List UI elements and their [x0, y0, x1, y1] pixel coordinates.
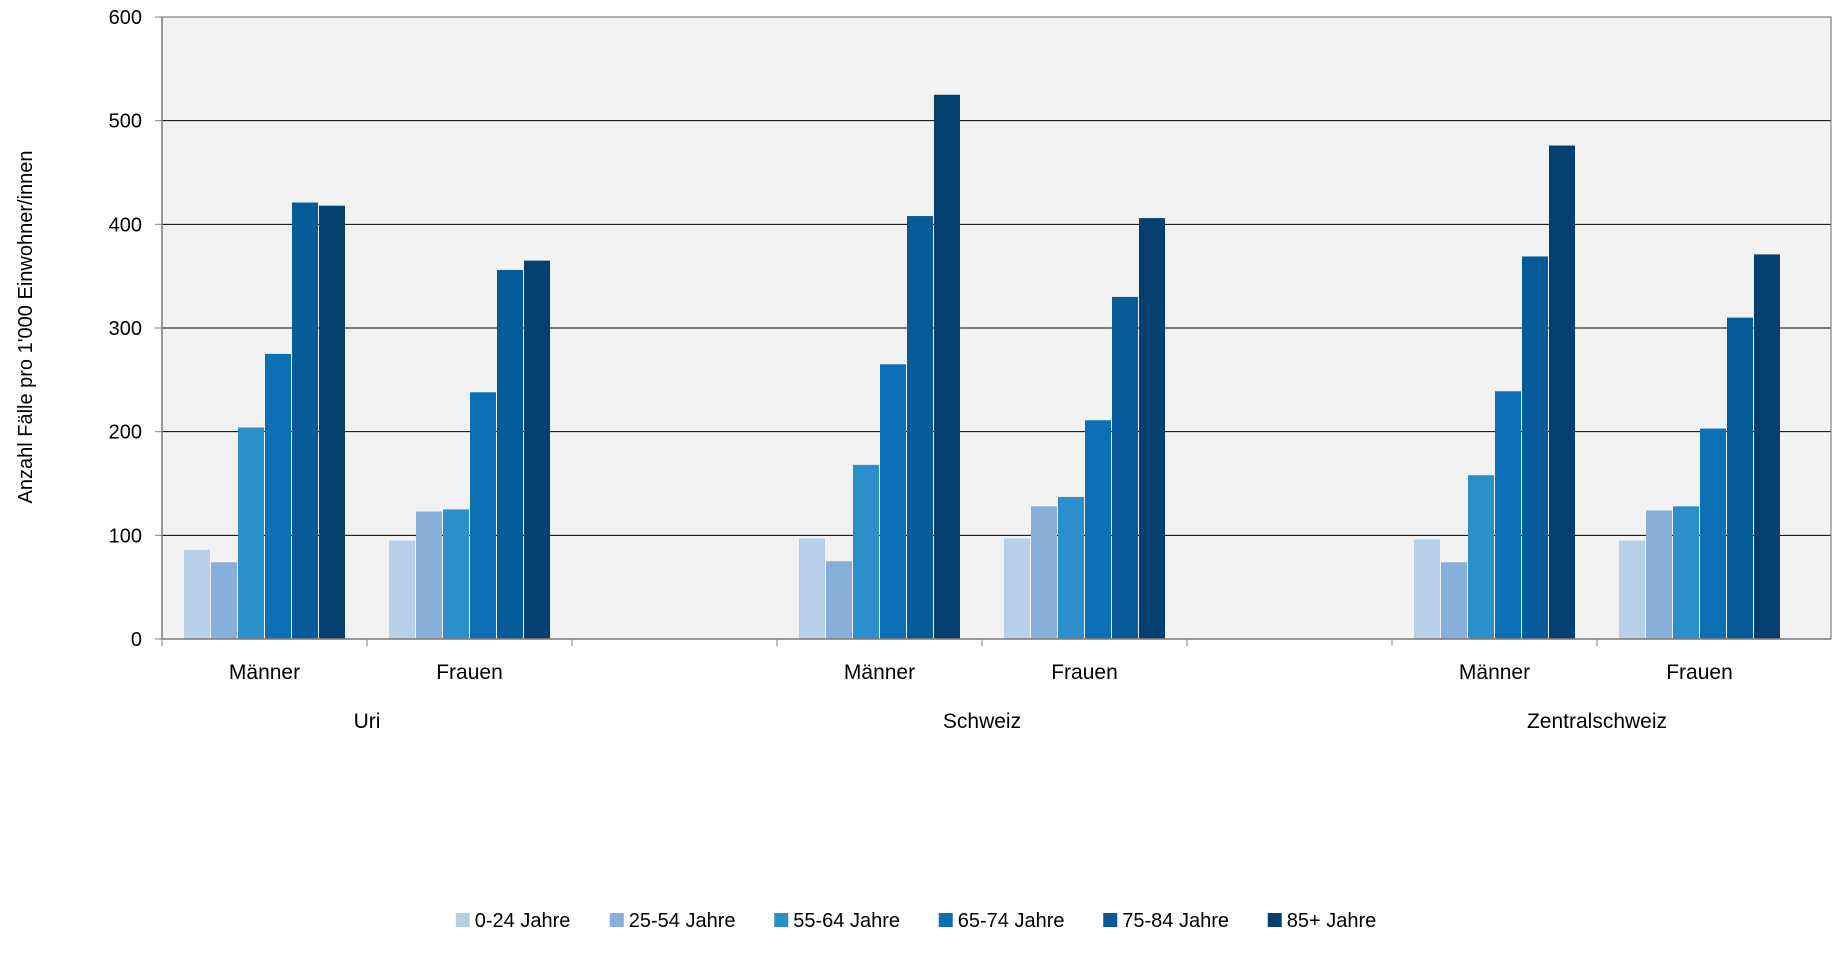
y-tick-label: 200 — [109, 422, 142, 444]
legend-label: 85+ Jahre — [1287, 910, 1377, 932]
bar — [826, 561, 852, 639]
x-group-label: Zentralschweiz — [1527, 710, 1667, 733]
bar — [1468, 475, 1494, 639]
x-category-label: Männer — [229, 661, 300, 684]
bar — [880, 364, 906, 639]
bar — [319, 205, 345, 639]
legend-label: 25-54 Jahre — [629, 910, 736, 932]
x-category-label: Frauen — [436, 661, 503, 684]
bar — [1619, 540, 1645, 639]
bar — [1058, 496, 1084, 639]
x-category-label: Männer — [1459, 661, 1530, 684]
x-category-label: Männer — [844, 661, 915, 684]
legend-label: 75-84 Jahre — [1122, 910, 1229, 932]
bar — [853, 464, 879, 639]
bar — [1085, 420, 1111, 639]
legend-swatch — [1103, 913, 1118, 927]
bar — [1700, 428, 1726, 639]
bar — [265, 353, 291, 639]
legend-swatch — [609, 913, 624, 927]
bar — [934, 94, 960, 639]
x-category-label: Frauen — [1051, 661, 1118, 684]
bar — [238, 427, 264, 639]
bar — [443, 509, 469, 639]
bar — [1112, 296, 1138, 639]
legend-item: 0-24 Jahre — [455, 910, 571, 932]
bar — [1139, 218, 1165, 639]
bar — [416, 511, 442, 639]
legend-item: 55-64 Jahre — [774, 910, 900, 932]
bar — [1754, 254, 1780, 639]
legend-label: 65-74 Jahre — [958, 910, 1065, 932]
legend-item: 75-84 Jahre — [1103, 910, 1229, 932]
legend-swatch — [774, 913, 789, 927]
bar — [1549, 145, 1575, 639]
y-tick-label: 300 — [109, 318, 142, 340]
bar — [1673, 506, 1699, 639]
bar — [470, 392, 496, 639]
y-axis-label: Anzahl Fälle pro 1'000 Einwohner/innen — [15, 151, 37, 504]
x-category-label: Frauen — [1666, 661, 1733, 684]
bar — [292, 202, 318, 639]
bar — [1522, 256, 1548, 639]
y-tick-label: 0 — [131, 629, 142, 651]
legend-swatch — [1267, 913, 1282, 927]
bar — [1495, 391, 1521, 639]
y-tick-label: 500 — [109, 111, 142, 133]
legend-item: 85+ Jahre — [1267, 910, 1377, 932]
legend-swatch — [455, 913, 470, 927]
plot-border — [161, 16, 1832, 640]
legend-label: 55-64 Jahre — [793, 910, 900, 932]
bar — [1031, 506, 1057, 639]
bar — [907, 216, 933, 640]
bar — [184, 549, 210, 639]
legend-label: 0-24 Jahre — [475, 910, 571, 932]
bar — [1004, 538, 1030, 639]
bar — [1414, 539, 1440, 639]
legend-item: 65-74 Jahre — [938, 910, 1065, 932]
legend-item: 25-54 Jahre — [609, 910, 736, 932]
x-group-label: Uri — [354, 710, 381, 733]
y-tick-label: 100 — [109, 525, 142, 547]
x-group-label: Schweiz — [943, 710, 1021, 733]
bar — [389, 540, 415, 639]
legend-swatch — [938, 913, 953, 927]
bar — [524, 260, 550, 639]
bar — [799, 538, 825, 639]
y-tick-label: 400 — [109, 214, 142, 236]
y-tick-label: 600 — [109, 7, 142, 29]
bar — [211, 562, 237, 639]
bar — [497, 269, 523, 639]
bar — [1646, 510, 1672, 639]
bar — [1441, 562, 1467, 639]
bar — [1727, 317, 1753, 639]
